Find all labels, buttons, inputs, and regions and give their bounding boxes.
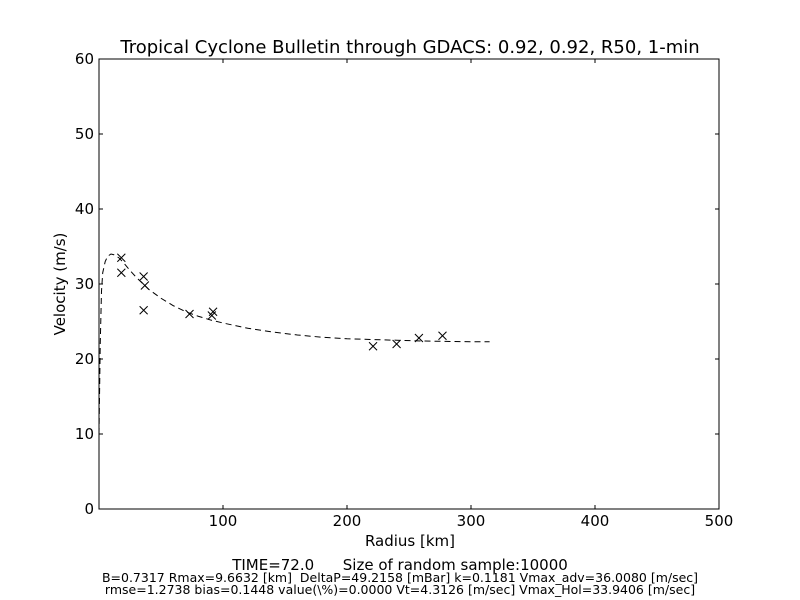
y-tick-label: 60	[75, 50, 94, 68]
marker-stroke	[208, 307, 218, 317]
axis-tick-labels: 100 200 300 400 500 0 10 20 30 40 50 60	[75, 50, 733, 530]
x-tick-label: 100	[209, 512, 238, 530]
y-tick-label: 50	[75, 125, 94, 143]
data-point-x-marker	[438, 331, 447, 341]
data-point-x-marker	[139, 305, 148, 315]
data-point-x-marker	[368, 341, 378, 351]
x-tick-label: 200	[333, 512, 362, 530]
data-point-x-marker	[139, 272, 148, 281]
footer-time-sample: TIME=72.0 Size of random sample:10000	[231, 556, 568, 574]
data-point-x-marker	[116, 253, 126, 263]
axis-ticks	[99, 58, 720, 510]
marker-stroke	[139, 305, 148, 315]
marker-stroke	[116, 268, 126, 278]
marker-stroke	[139, 272, 148, 281]
marker-stroke	[140, 281, 150, 290]
data-point-x-marker	[185, 309, 194, 319]
x-tick-label: 500	[705, 512, 734, 530]
x-tick-label: 300	[457, 512, 486, 530]
y-tick-label: 40	[75, 200, 94, 218]
footer-statistics: rmse=1.2738 bias=0.1448 value(\%)=0.0000…	[105, 582, 695, 597]
plot-frame	[98, 58, 720, 510]
data-point-x-marker	[392, 339, 401, 349]
fit-curve-dashed	[98, 253, 490, 435]
marker-stroke	[116, 253, 126, 263]
marker-stroke	[185, 309, 194, 319]
y-axis-label: Velocity (m/s)	[51, 233, 69, 336]
footer-parameters: B=0.7317 Rmax=9.6632 [km] DeltaP=49.2158…	[102, 570, 698, 585]
marker-stroke	[368, 341, 378, 351]
x-tick-label: 400	[581, 512, 610, 530]
x-axis-label: Radius [km]	[365, 532, 455, 550]
y-tick-label: 30	[75, 275, 94, 293]
y-tick-label: 10	[75, 425, 94, 443]
data-point-x-marker	[208, 307, 218, 317]
chart-series	[98, 253, 490, 435]
y-tick-label: 20	[75, 350, 94, 368]
chart-title: Tropical Cyclone Bulletin through GDACS:…	[119, 37, 699, 58]
data-point-x-marker	[116, 268, 126, 278]
marker-stroke	[438, 331, 447, 341]
y-tick-label: 0	[84, 500, 94, 518]
marker-stroke	[392, 339, 401, 349]
